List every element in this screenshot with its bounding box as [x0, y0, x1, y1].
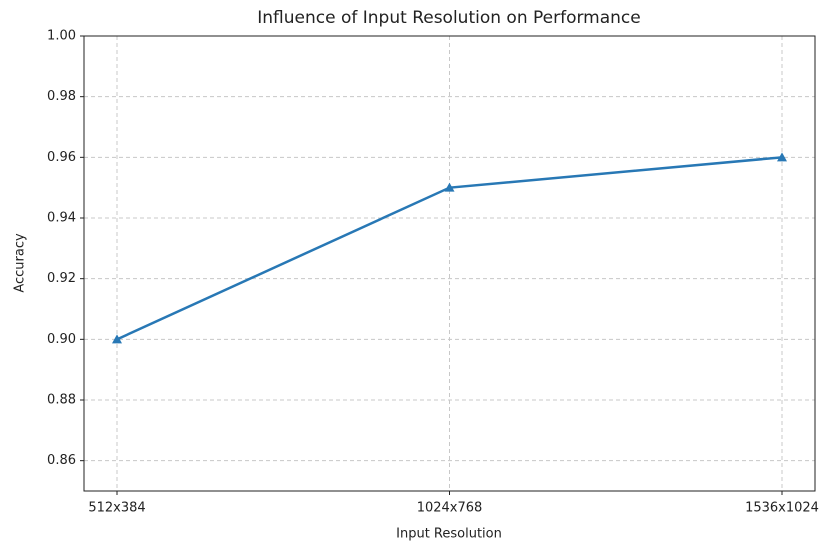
y-tick-label: 0.86 [47, 453, 76, 468]
y-tick-label: 0.92 [47, 271, 76, 286]
x-tick-label: 1024x768 [417, 501, 483, 516]
y-tick-label: 0.98 [47, 89, 76, 104]
y-tick-label: 1.00 [47, 29, 76, 44]
x-axis-label: Input Resolution [396, 527, 502, 542]
y-tick-label: 0.90 [47, 332, 76, 347]
plot-frame [83, 35, 816, 492]
chart-title: Influence of Input Resolution on Perform… [257, 8, 640, 28]
y-axis-label: Accuracy [13, 233, 28, 293]
marker [444, 182, 455, 192]
x-tick-label: 1536x1024 [745, 501, 819, 516]
x-tick-label: 512x384 [88, 501, 145, 516]
y-tick-label: 0.96 [47, 150, 76, 165]
marker [112, 334, 122, 344]
y-tick-label: 0.94 [47, 211, 76, 226]
marker [777, 152, 787, 162]
y-tick-label: 0.88 [47, 393, 76, 408]
